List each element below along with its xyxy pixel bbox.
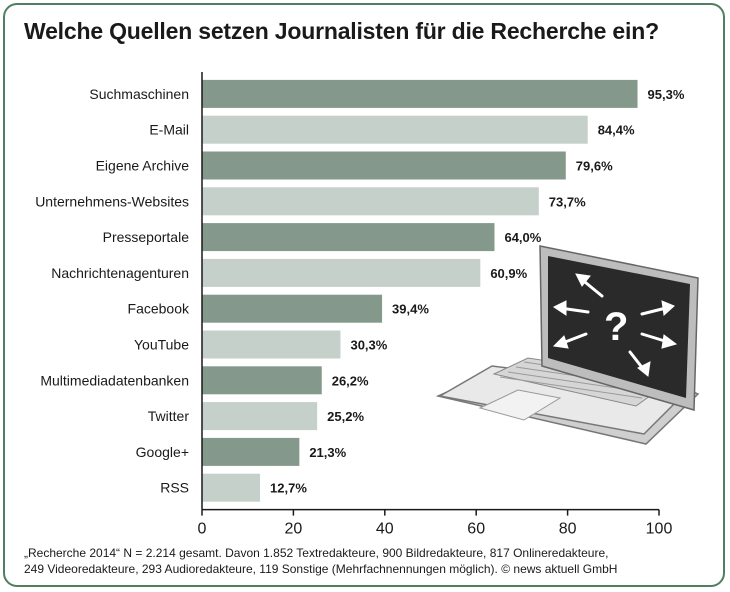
category-label: E-Mail — [149, 122, 189, 138]
chart-title: Welche Quellen setzen Journalisten für d… — [24, 18, 659, 44]
bar — [202, 402, 318, 431]
value-label: 12,7% — [270, 481, 307, 496]
category-label: Unternehmens-Websites — [35, 193, 189, 209]
value-label: 39,4% — [392, 302, 429, 317]
bar — [202, 437, 300, 466]
chart-footnote: „Recherche 2014“ N = 2.214 gesamt. Davon… — [24, 545, 704, 577]
x-tick-label: 0 — [198, 521, 207, 538]
category-label: Google+ — [136, 444, 189, 460]
category-label: Multimediadatenbanken — [40, 372, 189, 388]
value-label: 26,2% — [332, 373, 369, 388]
category-label: Suchmaschinen — [89, 86, 189, 102]
value-label: 30,3% — [350, 338, 387, 353]
category-label: Twitter — [148, 408, 190, 424]
question-mark-glyph: ? — [604, 305, 628, 349]
x-tick-label: 40 — [376, 521, 394, 538]
bar — [202, 473, 261, 502]
bar — [202, 223, 495, 252]
category-label: YouTube — [134, 337, 189, 353]
value-label: 64,0% — [504, 230, 541, 245]
footnote-line-2: 249 Videoredakteure, 293 Audioredakteure… — [24, 562, 618, 576]
x-tick-label: 20 — [285, 521, 303, 538]
value-label: 60,9% — [490, 266, 527, 281]
category-label: Nachrichtenagenturen — [51, 265, 189, 281]
bar — [202, 151, 566, 180]
category-label: Eigene Archive — [96, 158, 190, 174]
category-label: Presseportale — [103, 229, 190, 245]
bar — [202, 294, 383, 323]
value-label: 84,4% — [598, 123, 635, 138]
category-label: Facebook — [128, 301, 190, 317]
value-label: 73,7% — [549, 194, 586, 209]
footnote-line-1: „Recherche 2014“ N = 2.214 gesamt. Davon… — [24, 546, 609, 560]
category-label: RSS — [160, 480, 189, 496]
bar — [202, 187, 539, 216]
value-label: 95,3% — [648, 87, 685, 102]
bar — [202, 330, 341, 359]
bar — [202, 115, 588, 144]
bar — [202, 258, 481, 287]
bar — [202, 366, 322, 395]
bar — [202, 79, 638, 108]
x-tick-label: 60 — [467, 521, 485, 538]
x-tick-label: 100 — [646, 521, 673, 538]
value-label: 25,2% — [327, 409, 364, 424]
value-label: 79,6% — [576, 159, 613, 174]
x-tick-label: 80 — [559, 521, 577, 538]
laptop-question-icon: ? — [436, 245, 700, 445]
value-label: 21,3% — [309, 445, 346, 460]
